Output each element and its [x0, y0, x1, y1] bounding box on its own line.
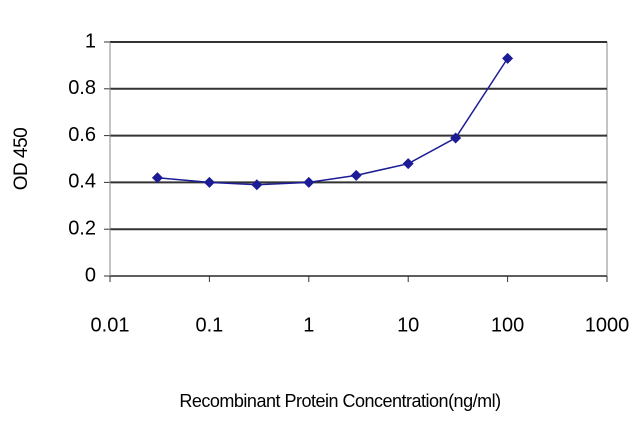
- data-point: [303, 176, 315, 188]
- data-point: [502, 52, 514, 64]
- x-axis-label: Recombinant Protein Concentration(ng/ml): [179, 391, 500, 411]
- data-point: [450, 132, 462, 144]
- series-line: [157, 57, 509, 186]
- x-tick-label: 10: [397, 314, 419, 336]
- x-tick-label: 1: [303, 314, 314, 336]
- y-tick-label: 0.8: [68, 77, 96, 99]
- y-axis-label: OD 450: [11, 128, 32, 190]
- y-tick-label: 0.6: [68, 124, 96, 146]
- y-tick-label: 0.2: [68, 217, 96, 239]
- plot-area: [109, 41, 608, 277]
- data-point: [203, 176, 215, 188]
- data-point: [402, 158, 414, 170]
- y-tick-label: 0: [85, 264, 96, 286]
- y-tick-label: 1: [85, 30, 96, 52]
- x-tick-label: 0.1: [195, 314, 223, 336]
- data-point: [251, 179, 263, 191]
- x-tick-label: 1000: [585, 314, 630, 336]
- y-tick-label: 0.4: [68, 171, 96, 193]
- data-point: [151, 172, 163, 184]
- x-tick-label: 0.01: [91, 314, 130, 336]
- data-point: [350, 169, 362, 181]
- x-tick-label: 100: [491, 314, 524, 336]
